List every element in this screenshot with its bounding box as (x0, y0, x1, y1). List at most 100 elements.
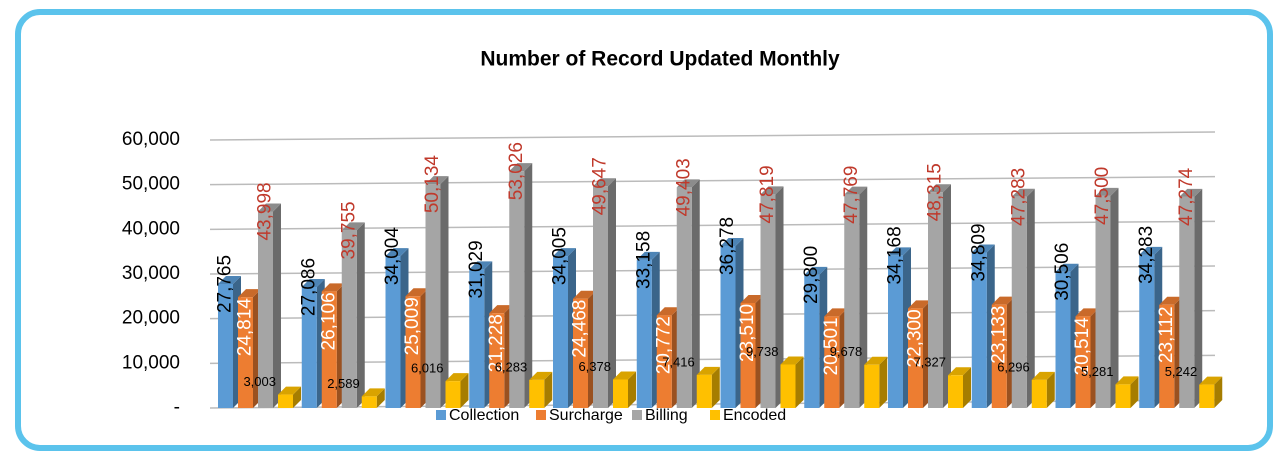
grid-line (209, 175, 1216, 186)
bar (529, 379, 545, 408)
data-label: 24,814 (235, 298, 256, 357)
bar-top (864, 356, 888, 365)
bar-top (780, 356, 804, 365)
bar (509, 171, 525, 408)
data-label: 34,283 (1136, 226, 1157, 284)
bar-top (824, 308, 848, 317)
bar-side (1046, 371, 1055, 408)
grid-line (209, 354, 1216, 365)
bar-top (1011, 188, 1035, 197)
bar-top (361, 388, 385, 397)
bar (888, 255, 903, 408)
data-label: 2,589 (327, 376, 360, 391)
bar (740, 302, 756, 408)
y-tick-label: 60,000 (122, 129, 180, 150)
bar (238, 297, 253, 408)
bar-top (991, 296, 1015, 305)
bar-side (1130, 376, 1139, 408)
legend-label: Billing (645, 407, 688, 424)
bar (656, 315, 672, 408)
legend-label: Collection (449, 407, 519, 424)
bar-top (553, 248, 576, 257)
bar (908, 308, 923, 408)
bar-top (1199, 376, 1223, 385)
bar-top (1179, 188, 1203, 197)
bar-top (676, 179, 700, 188)
bar-top (1139, 246, 1163, 255)
bar-top (804, 266, 828, 275)
bar-top (385, 248, 409, 257)
legend-label: Surcharge (549, 407, 623, 424)
bar-side (273, 203, 281, 408)
data-label: 20,514 (1072, 317, 1093, 376)
data-label: 26,106 (318, 292, 339, 350)
y-tick-label: 50,000 (122, 174, 180, 195)
data-label: 24,468 (570, 300, 591, 358)
bar-top (593, 178, 616, 187)
data-label: 5,281 (1081, 364, 1114, 379)
data-label: 48,315 (925, 163, 946, 221)
data-label: 31,029 (466, 240, 487, 298)
data-label: 9,738 (746, 344, 779, 359)
bar-side (1110, 187, 1119, 408)
bar (593, 186, 608, 408)
bar-top (928, 184, 951, 193)
grid-line (209, 309, 1216, 320)
bar-side (376, 388, 385, 408)
bar (361, 396, 377, 408)
bar-side (711, 366, 720, 408)
bar-side (356, 222, 365, 408)
grid-line (209, 220, 1216, 231)
bar-side (775, 186, 784, 408)
data-label: 34,809 (968, 223, 989, 281)
bar (613, 379, 628, 408)
y-tick-label: 30,000 (122, 263, 180, 284)
data-label: 47,769 (841, 166, 862, 224)
bar-side (544, 371, 553, 408)
legend-swatch (632, 410, 642, 420)
bar-top (1095, 187, 1119, 196)
bar (760, 194, 776, 408)
data-label: 39,755 (338, 201, 359, 259)
data-label: 33,158 (633, 231, 654, 289)
bar (991, 304, 1007, 408)
bar (1179, 196, 1195, 408)
bar-side (691, 179, 700, 408)
bar-side (859, 186, 868, 408)
data-label: 3,003 (243, 374, 276, 389)
data-label: 7,327 (913, 355, 946, 370)
bar (1031, 379, 1047, 408)
data-label: 23,133 (988, 306, 1009, 364)
bar-top (489, 305, 513, 314)
bar-top (613, 371, 636, 380)
data-label: 20,772 (653, 316, 674, 374)
bar (696, 374, 712, 408)
bar-top (573, 290, 596, 299)
bar (1159, 304, 1175, 408)
bar (553, 256, 568, 408)
legend-swatch (710, 410, 720, 420)
bar (258, 211, 273, 408)
bar-side (440, 176, 449, 408)
data-label: 5,242 (1165, 364, 1198, 379)
bar-top (218, 275, 241, 284)
bar-top (301, 279, 325, 288)
data-label: 29,800 (801, 246, 822, 304)
bar-side (293, 386, 301, 408)
bar (405, 296, 421, 408)
bar-top (908, 300, 931, 309)
bar-top (971, 244, 995, 253)
bar-top (1159, 296, 1183, 305)
data-label: 34,005 (550, 227, 571, 285)
bar (218, 283, 233, 408)
bar (1055, 271, 1071, 408)
bar (1115, 384, 1131, 408)
bar-side (608, 178, 616, 408)
y-tick-label: 40,000 (122, 218, 180, 239)
data-label: 7,416 (662, 354, 695, 369)
bar (341, 230, 357, 408)
bar-top (888, 247, 911, 256)
bar (1075, 316, 1091, 408)
bar-top (1031, 371, 1055, 380)
